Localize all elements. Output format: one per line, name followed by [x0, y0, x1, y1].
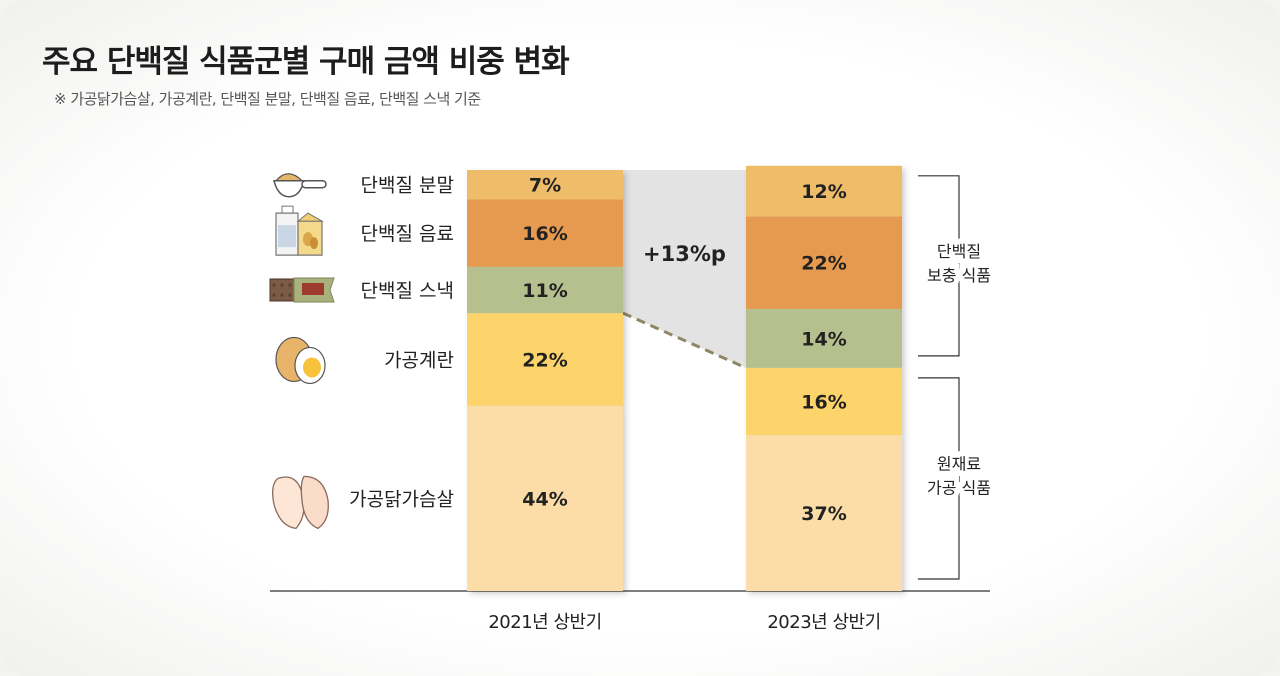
plot-area: +13%p 44% 22% 11% 16% 7% 2021년 상반기 37% 16% 14% 22%…	[270, 165, 996, 633]
data-label-단백질-음료-1: 16%	[522, 223, 567, 245]
group-raw-processed-bracket	[918, 377, 960, 580]
data-label-단백질-분말-1: 7%	[529, 175, 561, 197]
bar-segment-단백질-스낵-2	[746, 308, 902, 368]
bar-segment-가공닭가슴살-2	[746, 435, 902, 591]
data-label-가공계란-1: 22%	[522, 349, 567, 371]
group-supplement-label-line-2: 보충 식품	[927, 266, 991, 285]
bar-segment-단백질-음료-1	[467, 199, 623, 267]
egg-icon	[275, 336, 326, 385]
data-label-가공계란-2: 16%	[801, 392, 846, 414]
data-label-단백질-스낵-1: 11%	[522, 280, 567, 302]
data-label-단백질-음료-2: 22%	[801, 253, 846, 275]
data-label-단백질-분말-2: 12%	[801, 181, 846, 203]
bar-2	[746, 165, 902, 591]
chart-title: 주요 단백질 식품군별 구매 금액 비중 변화	[42, 44, 570, 80]
category-label-단백질-분말: 단백질 분말	[361, 175, 454, 197]
x-tick-label-1: 2021년 상반기	[488, 612, 601, 633]
growth-dashed-line	[622, 311, 747, 370]
protein-bar-icon	[269, 277, 335, 303]
protein-drink-icon	[275, 205, 324, 256]
data-label-단백질-스낵-2: 14%	[801, 328, 846, 350]
group-raw-processed-label-line-1: 원재료	[937, 454, 981, 473]
category-label-단백질-음료: 단백질 음료	[361, 223, 454, 245]
data-label-가공닭가슴살-2: 37%	[801, 503, 846, 525]
category-label-가공계란: 가공계란	[384, 349, 454, 371]
bar-segment-가공닭가슴살-1	[467, 405, 623, 591]
category-label-단백질-스낵: 단백질 스낵	[361, 280, 454, 302]
data-label-가공닭가슴살-1: 44%	[522, 488, 567, 510]
group-supplement-label-line-1: 단백질	[937, 242, 981, 261]
bar-segment-가공계란-2	[746, 367, 902, 436]
bar-segment-단백질-분말-1	[467, 170, 623, 200]
bar-1	[467, 170, 623, 591]
group-raw-processed-label-line-2: 가공 식품	[927, 478, 991, 497]
chart-note: ※ 가공닭가슴살, 가공계란, 단백질 분말, 단백질 음료, 단백질 스낵 기…	[54, 90, 481, 108]
category-icons	[269, 173, 335, 530]
bar-segment-단백질-스낵-1	[467, 266, 623, 314]
growth-annotation: +13%p	[643, 242, 726, 266]
category-label-가공닭가슴살: 가공닭가슴살	[349, 488, 454, 510]
bar-segment-단백질-음료-2	[746, 216, 902, 309]
bar-segment-가공계란-1	[467, 313, 623, 406]
group-supplement-bracket	[918, 175, 960, 357]
chicken-breast-icon	[272, 475, 329, 530]
x-tick-label-2: 2023년 상반기	[767, 612, 880, 633]
protein-powder-scoop-icon	[273, 173, 327, 198]
bar-segment-단백질-분말-2	[746, 165, 902, 217]
growth-shaded-region	[623, 170, 746, 368]
